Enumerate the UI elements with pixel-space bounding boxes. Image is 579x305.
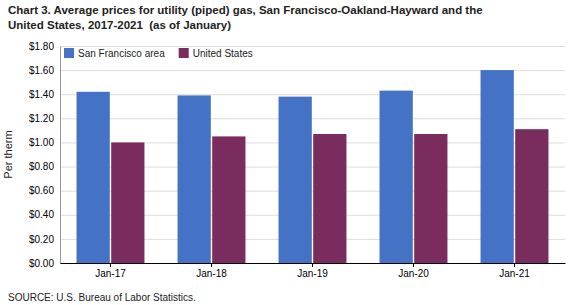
y-tick: $1.40 <box>29 89 60 100</box>
bar-series <box>77 70 514 263</box>
legend-swatch <box>179 48 189 58</box>
y-tick-label: $1.00 <box>29 137 54 148</box>
y-tick-label: $0.60 <box>29 185 54 196</box>
y-tick-label: $1.20 <box>29 113 54 124</box>
legend-item: United States <box>179 48 253 59</box>
legend-label: United States <box>193 48 253 59</box>
bar <box>212 136 245 263</box>
x-tick: Jan-21 <box>499 263 530 279</box>
grid-tick <box>60 46 565 47</box>
x-tick-mark <box>514 263 515 267</box>
x-tick: Jan-17 <box>95 263 126 279</box>
y-tick-label: $0.20 <box>29 234 54 245</box>
subtitle: United States, 2017-2021 (as of January) <box>8 19 231 31</box>
bar-series <box>111 129 548 263</box>
y-tick: $0.80 <box>29 161 60 172</box>
legend-swatch <box>64 48 74 58</box>
bar <box>515 129 548 263</box>
x-tick-label: Jan-19 <box>297 268 328 279</box>
title: Chart 3. Average prices for utility (pip… <box>8 4 483 16</box>
y-tick: $0.60 <box>29 185 60 196</box>
bar <box>111 142 144 263</box>
x-tick-label: Jan-18 <box>196 268 227 279</box>
x-tick-mark <box>211 263 212 267</box>
chart: Chart 3. Average prices for utility (pip… <box>0 0 579 305</box>
y-tick-label: $1.60 <box>29 65 54 76</box>
x-tick-label: Jan-20 <box>398 268 429 279</box>
grid-line <box>60 46 565 47</box>
y-tick-label: $1.40 <box>29 89 54 100</box>
y-tick-label: $0.00 <box>29 258 54 269</box>
x-axis: Jan-17 Jan-18 Jan-19 Jan-20 Jan-21 <box>61 263 566 279</box>
bar <box>178 95 211 263</box>
bar <box>77 92 110 263</box>
bar <box>279 97 312 263</box>
bars <box>77 70 549 263</box>
bar <box>380 91 413 263</box>
legend-label: San Francisco area <box>78 48 165 59</box>
y-tick: $1.20 <box>29 113 60 124</box>
x-tick: Jan-19 <box>297 263 328 279</box>
x-tick-label: Jan-17 <box>95 268 126 279</box>
y-tick: $0.00 <box>29 258 60 269</box>
y-tick-label: $0.80 <box>29 161 54 172</box>
x-tick: Jan-18 <box>196 263 227 279</box>
y-tick: $1.60 <box>29 65 60 76</box>
plot-area: $0.00 $0.20 $0.40 $0.60 $0.80 $1.00 $1.20 $1.40… <box>2 41 566 279</box>
source: SOURCE: U.S. Bureau of Labor Statistics. <box>8 292 196 303</box>
y-tick-label: $1.80 <box>29 41 54 52</box>
bar <box>313 134 346 263</box>
y-tick: $0.40 <box>29 209 60 220</box>
bar <box>414 134 447 263</box>
y-tick-label: $0.40 <box>29 209 54 220</box>
x-tick-mark <box>110 263 111 267</box>
y-axis-label: Per therm <box>2 130 14 178</box>
legend: San Francisco area United States <box>64 48 253 59</box>
grid <box>60 47 565 264</box>
x-tick-mark <box>312 263 313 267</box>
legend-item: San Francisco area <box>64 48 165 59</box>
y-tick: $0.20 <box>29 234 60 245</box>
y-axis-line <box>60 47 61 264</box>
x-tick-label: Jan-21 <box>499 268 530 279</box>
y-tick: $1.80 <box>29 41 60 52</box>
bar <box>481 70 514 263</box>
y-axis: $0.00 $0.20 $0.40 $0.60 $0.80 $1.00 $1.20 $1.40… <box>29 41 61 269</box>
x-tick: Jan-20 <box>398 263 429 279</box>
y-tick: $1.00 <box>29 137 60 148</box>
x-tick-mark <box>413 263 414 267</box>
